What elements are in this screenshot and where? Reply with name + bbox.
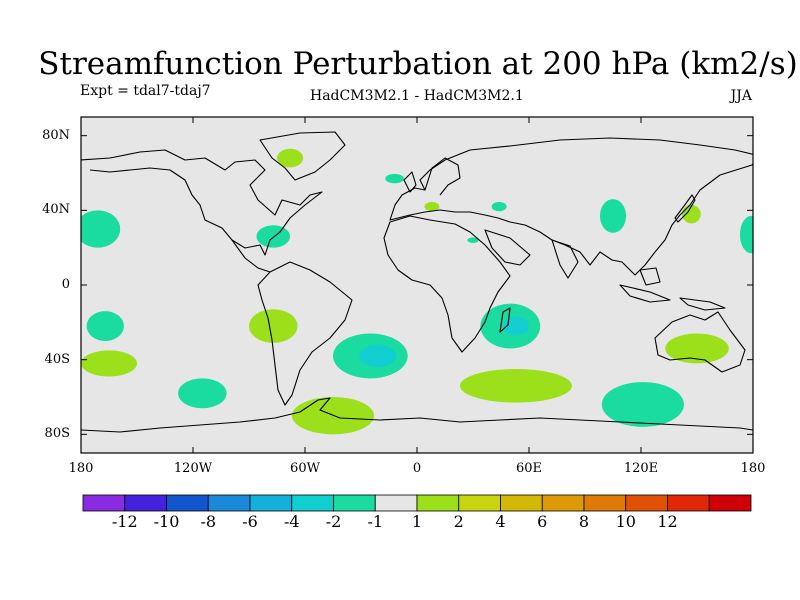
- central-america-coastline: [231, 239, 271, 273]
- anomaly-patch: [682, 204, 701, 224]
- season-label: JJA: [730, 88, 752, 104]
- arabia-coastline: [484, 229, 531, 266]
- anomaly-patch: [359, 344, 397, 368]
- new-zealand-coastline: [765, 368, 778, 390]
- new-guinea-coastline: [679, 297, 726, 311]
- anomaly-patch: [665, 333, 729, 364]
- latitude-tick-label: 40S: [44, 351, 70, 367]
- eurasia-coastline: [389, 137, 753, 276]
- anomaly-patch: [249, 309, 298, 343]
- colorbar-swatch: [207, 494, 251, 512]
- borneo-coastline: [639, 267, 661, 286]
- anomaly-patch: [178, 378, 227, 409]
- colorbar-label: -2: [325, 512, 342, 531]
- colorbar-label: -12: [111, 512, 138, 531]
- colorbar-label: 4: [495, 512, 506, 531]
- colorbar-label: 8: [578, 512, 590, 531]
- anomaly-patch: [502, 316, 529, 336]
- australia-coastline: [654, 311, 746, 373]
- anomaly-patch: [467, 237, 479, 243]
- colorbar-swatch: [541, 494, 585, 512]
- latitude-axis: [81, 135, 753, 435]
- longitude-tick-label: 60E: [515, 461, 543, 476]
- longitude-tick-label: 0: [412, 461, 422, 476]
- longitude-tick-label: 120W: [173, 461, 213, 476]
- anomaly-patch: [385, 173, 404, 184]
- colorbar: [82, 494, 752, 512]
- colorbar-swatch: [333, 494, 376, 512]
- britain-coastline: [403, 171, 417, 193]
- madagascar-coastline: [499, 307, 511, 333]
- colorbar-label: 10: [615, 512, 636, 531]
- anomaly-patch: [81, 210, 121, 248]
- colorbar-swatch: [166, 494, 209, 512]
- longitude-tick-label: 120E: [623, 461, 659, 476]
- colorbar-label: -8: [200, 512, 217, 531]
- anomaly-patch: [599, 199, 627, 233]
- greenland-coastline: [259, 131, 346, 181]
- longitude-tick-label: 60W: [290, 461, 320, 476]
- colorbar-label: 2: [453, 512, 464, 531]
- anomaly-patch: [739, 215, 753, 254]
- anomaly-patch: [81, 350, 137, 377]
- colorbar-swatch: [583, 494, 627, 512]
- plot-title: Streamfunction Perturbation at 200 hPa (…: [38, 46, 798, 82]
- south-america-coastline: [257, 261, 353, 406]
- colorbar-label: -10: [153, 512, 180, 531]
- experiment-label: Expt = tdal7-tdaj7: [80, 83, 211, 99]
- colorbar-swatch: [708, 494, 752, 512]
- colorbar-swatch: [124, 494, 167, 512]
- latitude-tick-label: 0: [61, 277, 70, 292]
- colorbar-swatch: [458, 494, 501, 512]
- antarctica-coastline: [81, 397, 753, 433]
- anomaly-patch: [256, 225, 291, 248]
- colorbar-label: 12: [657, 512, 678, 531]
- africa-coastline: [383, 215, 511, 353]
- north-america-coastline: [81, 149, 323, 256]
- latitude-tick-label: 80N: [42, 127, 70, 143]
- colorbar-swatch: [625, 494, 668, 512]
- japan-coastline: [674, 194, 696, 223]
- colorbar-swatch: [291, 494, 334, 512]
- colorbar-label: -4: [283, 512, 300, 531]
- scandinavia-coastline: [424, 157, 461, 196]
- colorbar-swatch: [82, 494, 126, 512]
- longitude-tick-label: 180: [740, 461, 766, 476]
- anomaly-patch: [424, 201, 440, 212]
- colorbar-swatch: [249, 494, 293, 512]
- longitude-axis: [80, 117, 754, 453]
- colorbar-label: 1: [411, 512, 423, 531]
- colorbar-swatch: [500, 494, 543, 512]
- anomaly-patch: [86, 311, 124, 342]
- anomaly-patch: [491, 201, 507, 212]
- colorbar-label: -1: [367, 512, 384, 531]
- anomaly-patch: [277, 148, 304, 168]
- colorbar-label: -6: [242, 512, 258, 531]
- latitude-tick-label: 40N: [42, 202, 70, 218]
- coastline-layer: [81, 131, 778, 433]
- anomaly-field-layer: [81, 148, 753, 435]
- latitude-tick-label: 80S: [44, 426, 70, 442]
- colorbar-swatch: [416, 494, 460, 512]
- model-comparison-label: HadCM3M2.1 - HadCM3M2.1: [310, 88, 524, 104]
- indonesia-coastline: [619, 284, 671, 303]
- anomaly-patch: [601, 382, 684, 427]
- longitude-tick-label: 180: [68, 461, 94, 476]
- colorbar-swatch: [667, 494, 710, 512]
- colorbar-label: 6: [537, 512, 548, 531]
- india-coastline: [551, 239, 579, 279]
- colorbar-swatch: [374, 494, 418, 512]
- anomaly-patch: [459, 369, 572, 403]
